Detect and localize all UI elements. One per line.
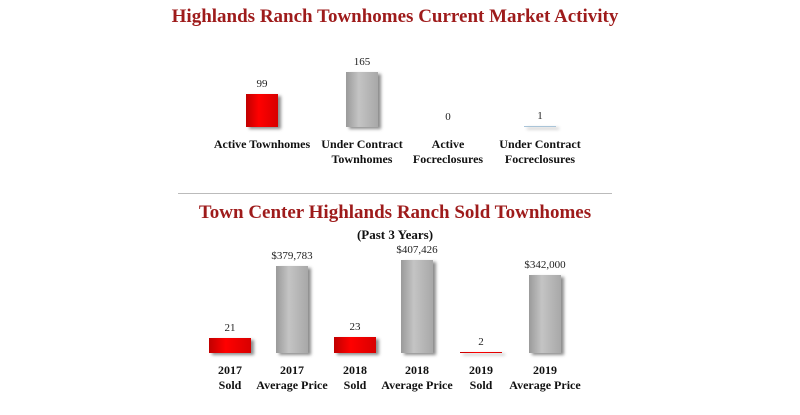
bar (460, 351, 502, 353)
category-label: 2019 Sold (469, 363, 493, 392)
value-label: 21 (224, 322, 236, 335)
category-label: 2018 Average Price (381, 363, 453, 392)
bar (401, 260, 433, 353)
category-label: Active Townhomes (213, 137, 311, 151)
value-label: $407,426 (396, 244, 438, 256)
bar (346, 72, 378, 127)
bar (529, 274, 561, 353)
value-label: $342,000 (524, 258, 566, 271)
bar (209, 338, 251, 353)
value-label: $379,783 (271, 250, 313, 263)
value-label: 165 (353, 56, 371, 68)
value-label: 1 (537, 110, 543, 122)
category-label: Under Contract Focreclosures (499, 137, 581, 166)
category-label: 2018 Sold (343, 363, 367, 392)
category-label: Under Contract Townhomes (321, 137, 403, 166)
chart-subtitle: (Past 3 Years) (356, 227, 434, 242)
value-label: 0 (445, 111, 451, 123)
category-label: 2019 Average Price (509, 363, 581, 392)
divider (178, 193, 612, 194)
value-label: 2 (478, 335, 484, 348)
category-label: Active Focreclosures (412, 137, 484, 166)
value-label: 99 (256, 78, 268, 90)
chart-title: Highlands Ranch Townhomes Current Market… (171, 6, 619, 27)
category-label: 2017 Sold (218, 363, 242, 392)
bar (334, 337, 376, 353)
bar (276, 266, 308, 353)
chart-title: Town Center Highlands Ranch Sold Townhom… (198, 202, 592, 223)
bar (246, 94, 278, 127)
value-label: 23 (349, 321, 361, 333)
category-label: 2017 Average Price (256, 363, 328, 392)
bar (524, 126, 556, 127)
